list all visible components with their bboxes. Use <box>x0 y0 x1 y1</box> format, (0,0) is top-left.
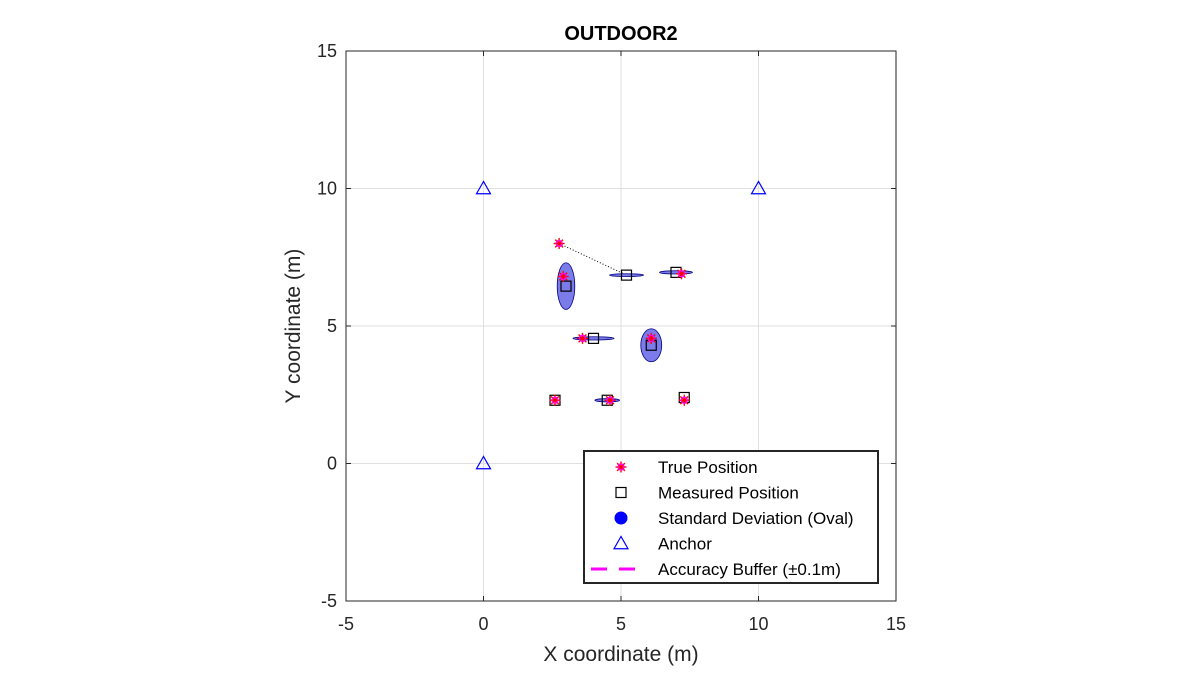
anchor-marker <box>475 455 492 470</box>
measured-position-marker <box>560 280 572 292</box>
true-position-marker <box>577 332 588 344</box>
y-tick-label: 5 <box>327 316 337 336</box>
legend-label: True Position <box>658 458 758 477</box>
legend-label: Measured Position <box>658 484 799 503</box>
legend-measured-position-icon <box>615 486 627 499</box>
std-dev-ellipse <box>609 273 644 277</box>
x-tick-label: 10 <box>748 614 768 634</box>
anchor-marker <box>750 180 767 195</box>
true-position-marker <box>604 394 616 406</box>
std-dev-ellipse <box>556 262 576 310</box>
measured-position-marker <box>587 332 600 344</box>
true-position-marker <box>645 332 657 344</box>
legend-label: Anchor <box>658 535 712 554</box>
legend-true-position-icon <box>615 461 627 473</box>
axis-ticks: -5 0 5 10 15 -5 0 5 10 15 <box>317 41 906 634</box>
x-tick-label: 15 <box>886 614 906 634</box>
x-tick-label: 5 <box>616 614 626 634</box>
legend-box <box>583 450 879 584</box>
y-tick-label: 15 <box>317 41 337 61</box>
legend-label: Accuracy Buffer (±0.1m) <box>658 560 841 579</box>
data-markers <box>475 180 767 470</box>
measured-position-marker <box>620 269 633 281</box>
chart-title: OUTDOOR2 <box>564 23 677 45</box>
legend-std-dev-icon <box>614 511 628 525</box>
x-axis-label: X coordinate (m) <box>543 643 698 666</box>
y-tick-label: 0 <box>327 454 337 474</box>
x-tick-label: 0 <box>478 614 488 634</box>
x-tick-label: -5 <box>338 614 354 634</box>
true-position-marker <box>549 394 561 406</box>
connector-lines <box>558 243 627 276</box>
std-dev-ellipse <box>640 328 663 363</box>
y-tick-label: 10 <box>317 179 337 199</box>
true-position-marker <box>557 271 569 282</box>
y-tick-label: -5 <box>321 591 337 611</box>
legend-anchor-icon <box>612 535 630 550</box>
y-axis-label: Y coordinate (m) <box>282 249 305 404</box>
anchor-marker <box>475 180 492 195</box>
legend-label: Standard Deviation (Oval) <box>658 509 854 528</box>
legend: True Position Measured Position Standard D… <box>583 450 879 584</box>
true-position-marker <box>553 238 565 249</box>
true-position-marker <box>678 394 690 406</box>
true-position-marker <box>676 268 687 280</box>
connector-line <box>558 243 627 276</box>
